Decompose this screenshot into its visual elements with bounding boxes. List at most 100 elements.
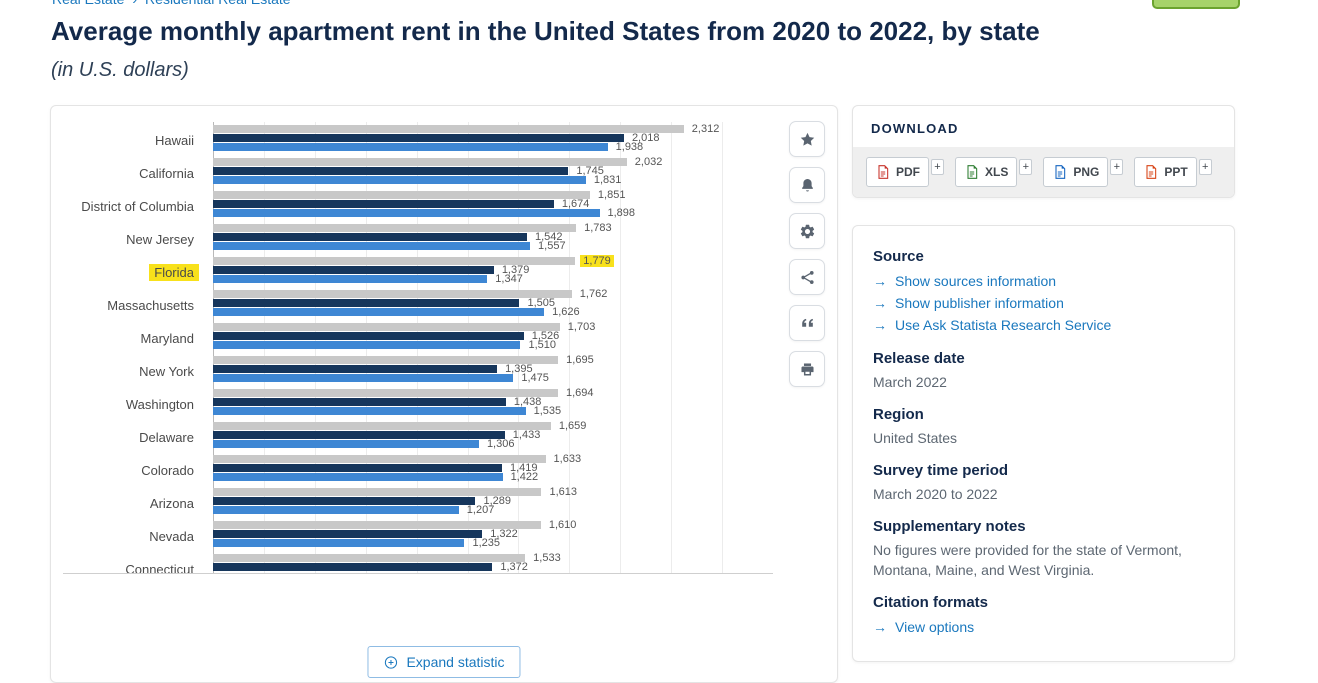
download-plus-badge[interactable]: + [931,159,944,175]
cropped-green-button[interactable] [1152,0,1240,9]
bar-blue[interactable] [213,209,600,217]
bar-gray[interactable] [213,257,576,265]
bar-dark-blue[interactable] [213,332,524,340]
bar-blue[interactable] [213,275,488,283]
bar-blue[interactable] [213,473,503,481]
bar-dark-blue[interactable] [213,365,498,373]
bar-value: 1,395 [505,363,533,375]
gear-icon [799,223,816,240]
bar-chart: Hawaii 2,312 2,018 1,938 California 2,032 1,74… [63,122,773,574]
bar-blue[interactable] [213,308,545,316]
bar-dark-blue[interactable] [213,233,527,241]
view-options-link[interactable]: → View options [873,616,1214,638]
bar-value: 1,306 [486,438,515,450]
category-label: Nevada [149,528,194,544]
bar-group: 2,312 2,018 1,938 [213,123,773,155]
bar-value: 1,347 [495,273,523,285]
share-icon [799,269,816,286]
bar-blue[interactable] [213,176,586,184]
source-link[interactable]: → Show sources information [873,270,1214,292]
bar-line: 1,510 [213,339,773,351]
toolbar-quote-button[interactable] [789,305,825,341]
toolbar-bell-button[interactable] [789,167,825,203]
bar-value: 1,526 [531,330,560,342]
bar-value: 2,312 [691,123,720,135]
bar-line: 1,610 [213,519,773,531]
bar-dark-blue[interactable] [213,464,502,472]
supplementary-notes-heading: Supplementary notes [873,518,1026,535]
download-plus-badge[interactable]: + [1019,159,1033,175]
download-png-button[interactable]: PNG [1043,157,1109,187]
category-label: Washington [125,396,194,412]
arrow-icon: → [873,317,887,333]
download-plus-badge[interactable]: + [1110,159,1124,175]
breadcrumb-item-real-estate[interactable]: Real Estate [52,0,124,7]
bar-dark-blue[interactable] [213,200,554,208]
bar-gray[interactable] [213,356,559,364]
bar-dark-blue[interactable] [213,299,520,307]
toolbar-print-button[interactable] [789,351,825,387]
bar-gray[interactable] [213,191,590,199]
download-plus-badge[interactable]: + [1198,159,1212,175]
bar-dark-blue[interactable] [213,266,494,274]
breadcrumb-separator: › [132,0,137,7]
bar-gray[interactable] [213,488,542,496]
bar-dark-blue[interactable] [213,563,493,571]
bar-line [213,572,773,573]
chart-row: Hawaii 2,312 2,018 1,938 [63,122,773,155]
page-subtitle: (in U.S. dollars) [51,59,189,81]
bar-dark-blue[interactable] [213,530,483,538]
bar-value: 1,535 [533,405,562,417]
chart-row: Maryland 1,703 1,526 1,510 [63,320,773,353]
bar-blue[interactable] [213,374,514,382]
bar-value: 1,510 [528,339,557,351]
bar-line: 2,018 [213,132,773,144]
bar-gray[interactable] [213,290,572,298]
toolbar-star-button[interactable] [789,121,825,157]
chart-rows: Hawaii 2,312 2,018 1,938 California 2,032 1,74… [63,122,773,573]
bar-value: 1,433 [512,429,541,441]
download-pdf-button[interactable]: PDF [866,157,929,187]
region-section: Region United States [873,406,1214,448]
breadcrumb-item-residential-real-estate[interactable]: Residential Real Estate [145,0,291,7]
bar-group: 1,703 1,526 1,510 [213,321,773,353]
bar-blue[interactable] [213,341,521,349]
bar-value: 1,505 [527,297,555,309]
bar-line: 1,783 [213,222,773,234]
bar-blue[interactable] [213,407,526,415]
source-link[interactable]: → Use Ask Statista Research Service [873,314,1214,336]
bar-gray[interactable] [213,521,541,529]
bar-value: 1,542 [535,231,563,243]
bar-blue[interactable] [213,242,531,250]
toolbar-share-button[interactable] [789,259,825,295]
citation-formats-section: Citation formats → View options [873,594,1214,638]
bar-blue[interactable] [213,539,465,547]
expand-statistic-button[interactable]: Expand statistic [367,646,521,678]
bar-dark-blue[interactable] [213,398,506,406]
download-xls-button[interactable]: XLS [955,157,1018,187]
source-section: Source → Show sources information → Show pu… [873,248,1214,336]
bar-gray[interactable] [213,224,577,232]
bar-gray[interactable] [213,422,551,430]
bar-dark-blue[interactable] [213,167,569,175]
bar-blue[interactable] [213,506,459,514]
download-ppt-button[interactable]: PPT [1134,157,1197,187]
bar-gray[interactable] [213,389,558,397]
survey-period-section: Survey time period March 2020 to 2022 [873,462,1214,504]
bar-gray[interactable] [213,554,526,562]
details-panel: Source → Show sources information → Show pu… [852,225,1235,662]
bar-gray[interactable] [213,125,684,133]
source-link[interactable]: → Show publisher information [873,292,1214,314]
bar-group: 1,659 1,433 1,306 [213,420,773,452]
toolbar-gear-button[interactable] [789,213,825,249]
bar-dark-blue[interactable] [213,431,505,439]
bar-gray[interactable] [213,455,546,463]
bar-gray[interactable] [213,323,560,331]
bar-gray[interactable] [213,158,627,166]
bar-dark-blue[interactable] [213,497,476,505]
bar-blue[interactable] [213,440,479,448]
category-label: New Jersey [126,231,194,247]
download-item-ppt: PPT + [1134,157,1212,187]
bar-dark-blue[interactable] [213,134,624,142]
bar-blue[interactable] [213,143,608,151]
